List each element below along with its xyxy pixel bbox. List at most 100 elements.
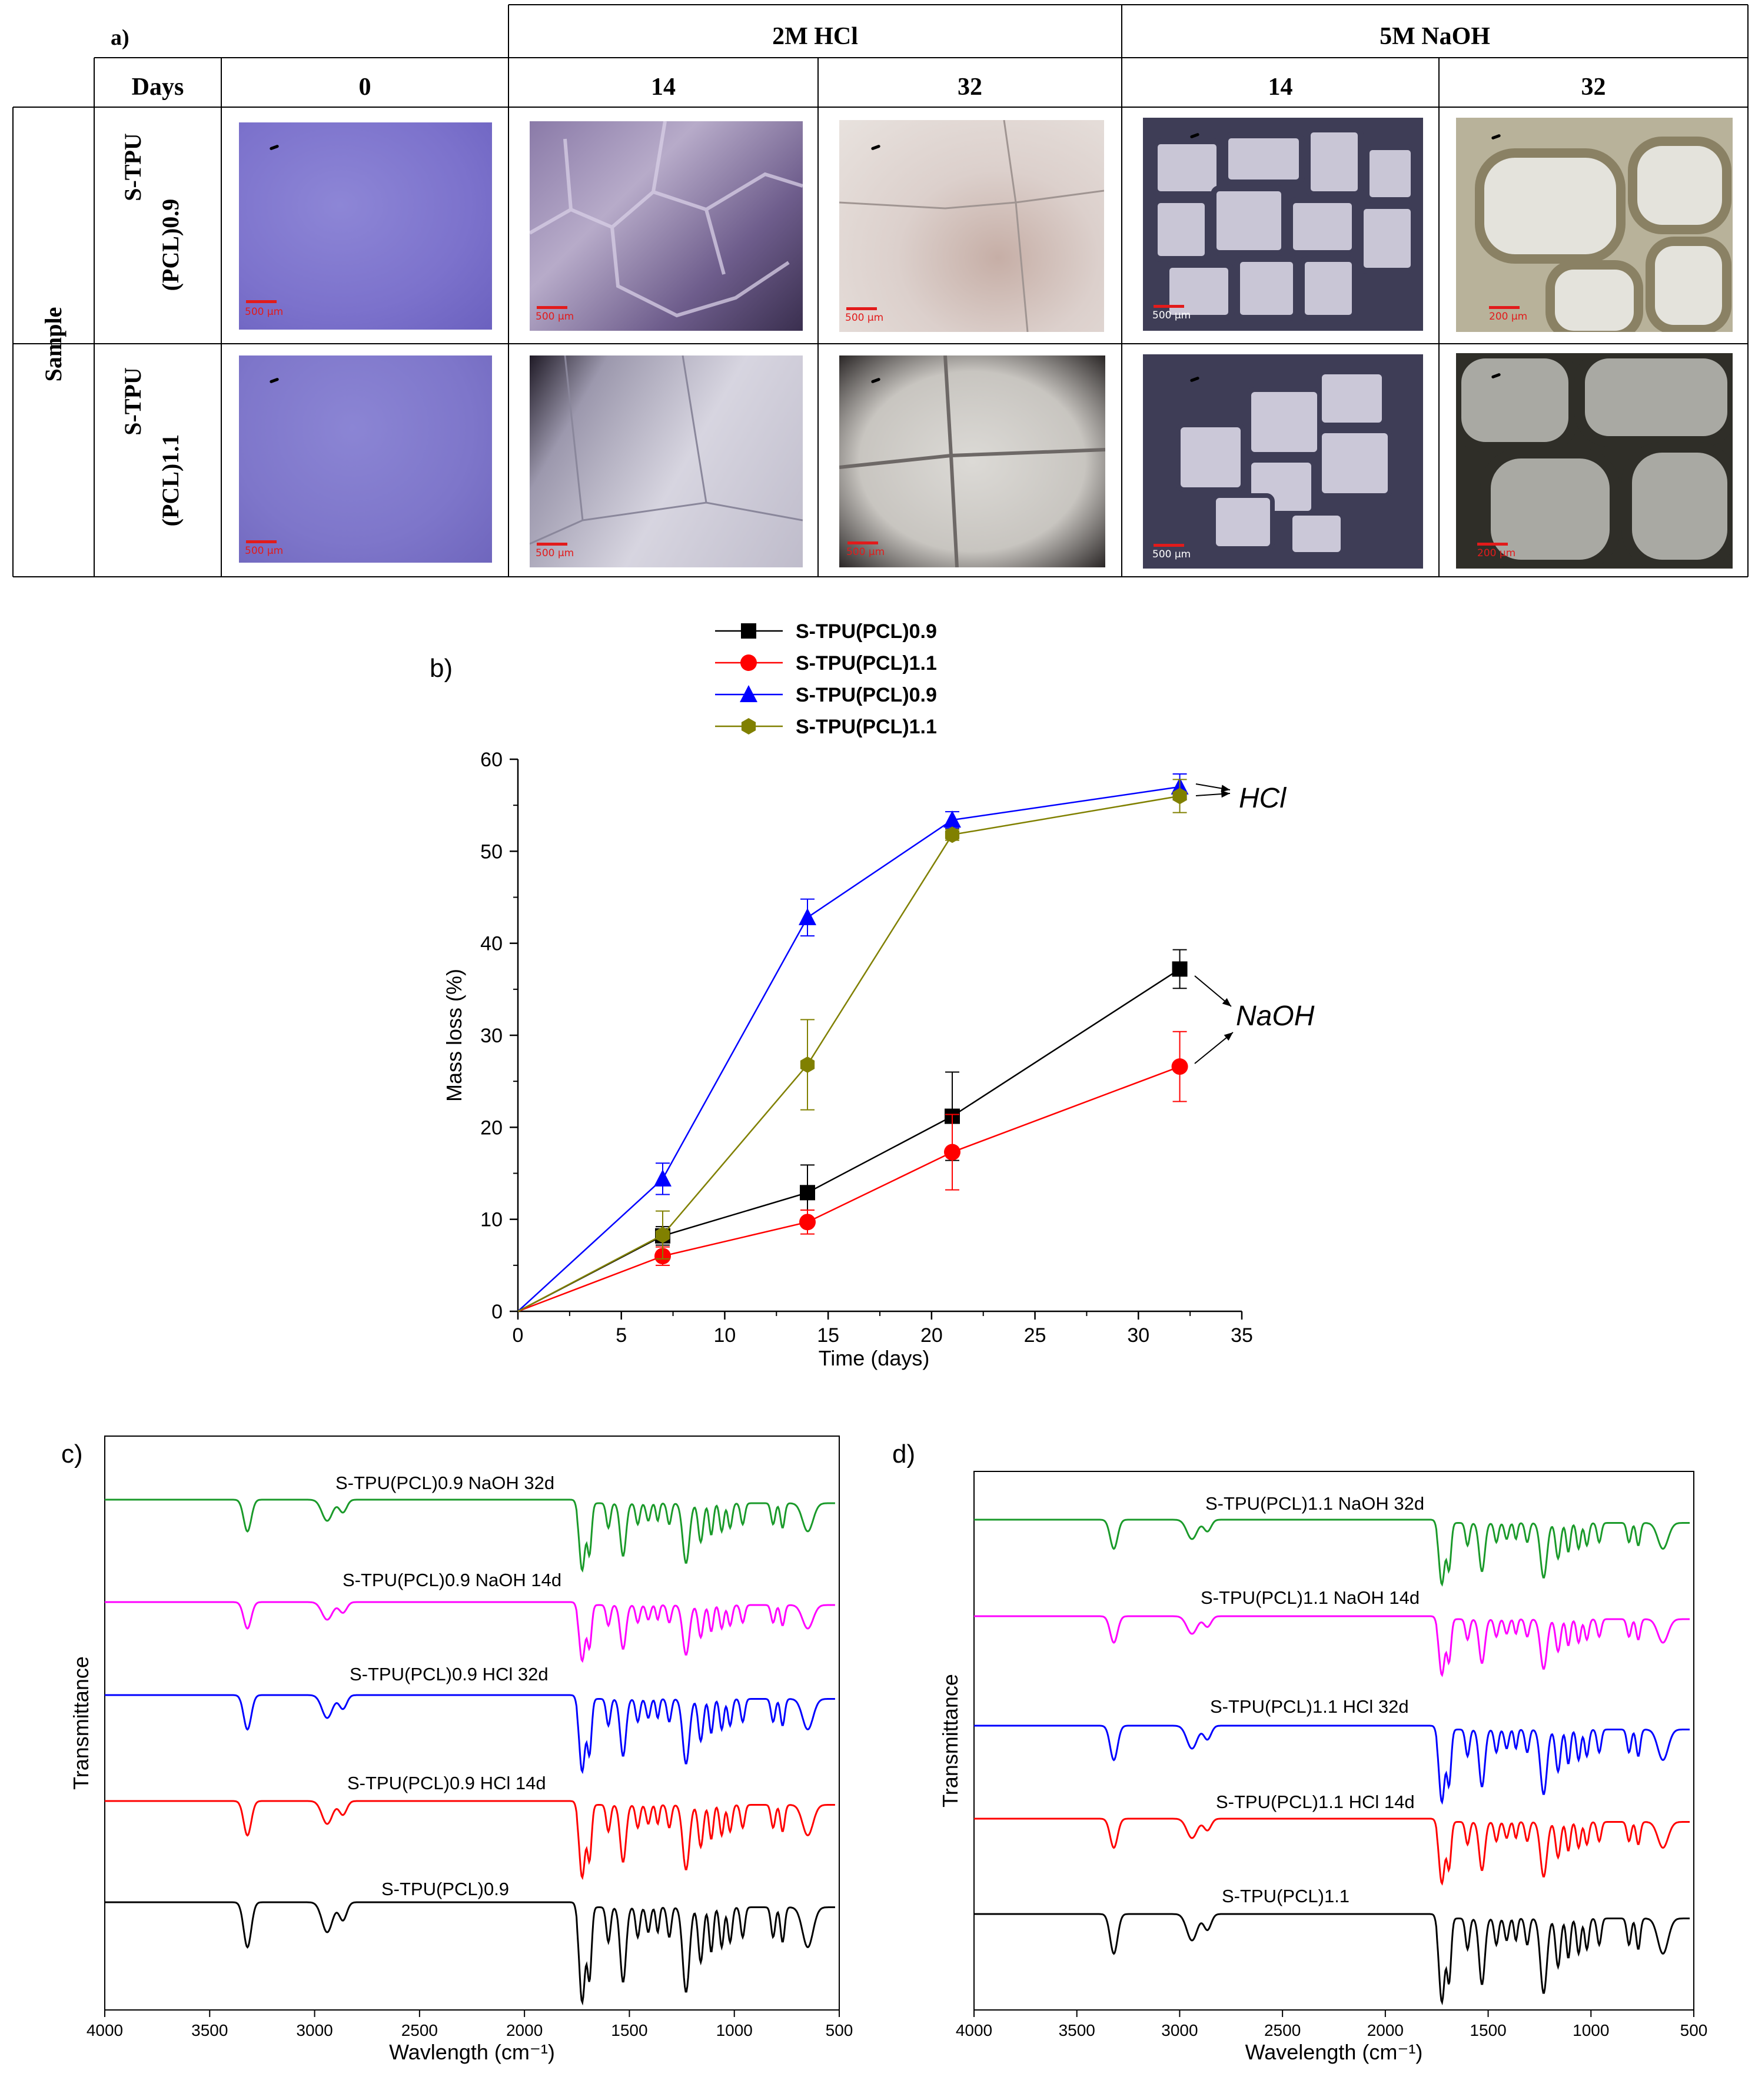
row2-label-line1: S-TPU bbox=[119, 367, 146, 436]
arrow-head bbox=[1224, 1032, 1233, 1041]
micrograph-r2-day0: 500 μm bbox=[239, 355, 492, 563]
scale-label: 500 μm bbox=[536, 547, 574, 559]
spectrum-5 bbox=[974, 1913, 1690, 2006]
header-hcl: 2M HCl bbox=[772, 23, 858, 50]
row2-label-line2: (PCL)1.1 bbox=[157, 434, 184, 527]
ftir-chart-d: d) 4000 3500 3000 2500 2000 1500 1000 500 Wavele… bbox=[892, 1440, 1707, 2064]
x-tick-label: 0 bbox=[513, 1324, 524, 1347]
x-axis-label: Wavelength (cm⁻¹) bbox=[1245, 2040, 1423, 2064]
crack-pattern bbox=[839, 355, 1105, 567]
x-tick-label: 35 bbox=[1231, 1324, 1253, 1347]
scale-label: 200 μm bbox=[1477, 547, 1516, 559]
legend-marker bbox=[741, 718, 756, 735]
series-4 bbox=[517, 779, 1187, 1312]
panel-b-label: b) bbox=[430, 654, 453, 683]
cell-pattern bbox=[1475, 137, 1731, 332]
y-tick-label: 30 bbox=[480, 1025, 503, 1047]
series-line bbox=[517, 786, 1180, 1312]
panel-d-label: d) bbox=[892, 1440, 915, 1468]
spectrum-4 bbox=[974, 1817, 1690, 1886]
micrograph-r2-naoh32: 200 μm bbox=[1456, 353, 1733, 569]
scale-bar bbox=[246, 540, 277, 543]
axes: 0 5 10 15 20 25 30 35 0 10 20 30 40 50 60 Time (days) Ma… bbox=[442, 749, 1253, 1370]
day-col-0: 0 bbox=[358, 74, 371, 101]
x-tick-label: 3500 bbox=[1059, 2021, 1095, 2039]
legend-marker bbox=[740, 654, 757, 671]
spectrum-label: S-TPU(PCL)0.9 NaOH 32d bbox=[335, 1473, 554, 1493]
arrow-head bbox=[1221, 790, 1230, 798]
data-point bbox=[799, 908, 816, 925]
scale-label: 500 μm bbox=[1152, 549, 1191, 560]
scale-label: 500 μm bbox=[245, 306, 284, 318]
crack-pattern bbox=[839, 120, 1104, 332]
scale-bar bbox=[246, 300, 277, 303]
x-tick-label: 20 bbox=[920, 1324, 943, 1347]
day-col-1: 14 bbox=[651, 74, 676, 101]
data-point bbox=[944, 1144, 960, 1161]
x-tick-label: 500 bbox=[826, 2021, 853, 2039]
series-2 bbox=[517, 1031, 1188, 1312]
scale-bar bbox=[537, 543, 567, 546]
x-tick-label: 5 bbox=[616, 1324, 627, 1347]
arrow-head bbox=[1222, 998, 1231, 1006]
annotations: HCl NaOH bbox=[1194, 783, 1315, 1064]
scale-label: 500 μm bbox=[536, 311, 574, 323]
marker-icon bbox=[269, 144, 280, 151]
x-tick-label: 2000 bbox=[506, 2021, 543, 2039]
data-point bbox=[1171, 1058, 1188, 1075]
y-axis-label: Transmittance bbox=[938, 1674, 962, 1807]
micrograph-r2-hcl14: 500 μm bbox=[530, 355, 803, 567]
x-tick-label: 3500 bbox=[191, 2021, 228, 2039]
x-tick-label: 4000 bbox=[87, 2021, 123, 2039]
data-point bbox=[655, 1227, 670, 1244]
series-line bbox=[517, 1065, 1181, 1312]
x-tick-label: 2000 bbox=[1367, 2021, 1404, 2039]
scale-bar bbox=[1154, 544, 1184, 547]
header-naoh: 5M NaOH bbox=[1380, 23, 1490, 50]
naoh-annotation: NaOH bbox=[1236, 1001, 1315, 1032]
plot-frame bbox=[973, 1471, 1694, 2011]
y-axis-label: Mass loss (%) bbox=[442, 969, 466, 1102]
scale-bar bbox=[846, 307, 877, 310]
flake-pattern bbox=[1176, 370, 1392, 557]
micrograph-r2-naoh14: 500 μm bbox=[1143, 354, 1423, 569]
x-tick-label: 15 bbox=[817, 1324, 839, 1347]
sample-label: Sample bbox=[40, 307, 67, 382]
scale-label: 200 μm bbox=[1489, 311, 1528, 323]
arrow-head bbox=[1221, 785, 1230, 792]
plot-frame bbox=[104, 1436, 840, 2011]
days-label: Days bbox=[131, 74, 184, 101]
mass-loss-chart: b) S-TPU(PCL)0.9S-TPU(PCL)1.1S-TPU(PCL)0… bbox=[430, 620, 1315, 1370]
x-tick-label: 1000 bbox=[716, 2021, 753, 2039]
micrograph-r1-hcl14: 500 μm bbox=[530, 121, 803, 331]
spectrum-label: S-TPU(PCL)0.9 NaOH 14d bbox=[343, 1570, 561, 1590]
spectrum-label: S-TPU(PCL)1.1 HCl 14d bbox=[1216, 1792, 1415, 1812]
x-tick-label: 10 bbox=[714, 1324, 736, 1347]
scale-label: 500 μm bbox=[1152, 310, 1191, 321]
cell-pattern bbox=[1456, 353, 1733, 569]
spectrum-1 bbox=[105, 1498, 835, 1573]
data-point bbox=[1172, 961, 1188, 977]
y-tick-label: 60 bbox=[480, 749, 503, 771]
scale-bar bbox=[847, 541, 878, 544]
x-axis-label: Time (days) bbox=[819, 1346, 930, 1370]
series-layer bbox=[517, 773, 1189, 1312]
x-tick-label: 2500 bbox=[401, 2021, 438, 2039]
ftir-chart-c: c) 4000 3500 3000 2500 2000 1500 1000 500 Wavlen… bbox=[61, 1436, 853, 2064]
scale-label: 500 μm bbox=[846, 546, 885, 558]
spectrum-label: S-TPU(PCL)1.1 HCl 32d bbox=[1210, 1696, 1409, 1717]
day-col-3: 14 bbox=[1268, 74, 1293, 101]
spectrum-3 bbox=[105, 1694, 835, 1775]
day-col-4: 32 bbox=[1581, 74, 1606, 101]
spectrum-2 bbox=[974, 1615, 1690, 1677]
x-tick-label: 1500 bbox=[1470, 2021, 1506, 2039]
sheet-pattern bbox=[530, 355, 803, 545]
row1-label-line1: S-TPU bbox=[119, 133, 146, 201]
panel-c-label: c) bbox=[61, 1440, 83, 1468]
scale-label: 500 μm bbox=[245, 545, 284, 557]
legend-marker bbox=[740, 685, 757, 702]
series-line bbox=[517, 968, 1181, 1312]
x-tick-label: 25 bbox=[1024, 1324, 1046, 1347]
x-tick-label: 1500 bbox=[611, 2021, 647, 2039]
legend-label: S-TPU(PCL)0.9 bbox=[796, 620, 937, 643]
